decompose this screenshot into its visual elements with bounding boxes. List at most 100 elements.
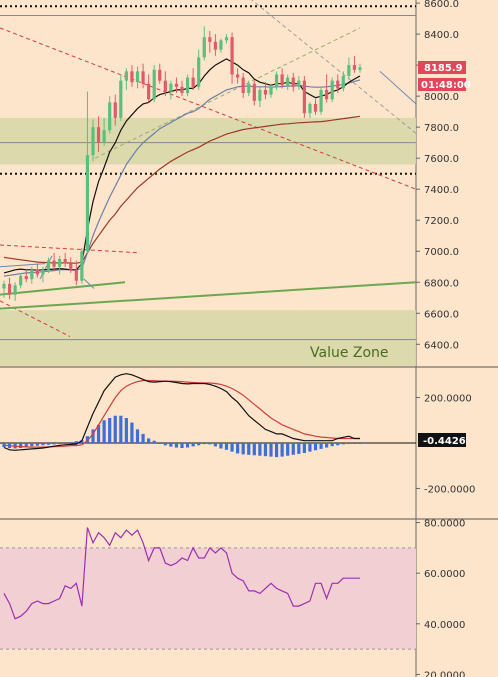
candle-body [58,258,62,267]
ema-slow-line [3,115,361,264]
rsi-tick-label: 20.0000 [424,670,465,677]
macd-histogram-bar [135,429,140,443]
price-axis: 8600.08400.08200.08000.07800.07600.07400… [416,0,459,351]
candle-body [286,77,290,86]
macd-histogram-bar [58,443,62,444]
price-tick-label: 6800.0 [424,278,459,289]
macd-histogram-bar [185,443,190,448]
price-tick-label: 7200.0 [424,216,459,227]
macd-panel: 200.0000 -200.0000 [0,373,475,495]
macd-histogram-bar [319,443,323,449]
macd-histogram-bar [313,443,318,451]
candle-body [219,40,223,50]
macd-line [3,373,360,451]
candle-body [124,71,128,81]
macd-histogram-bar [69,442,73,444]
price-tick-label: 6400.0 [424,340,459,351]
candle-body [41,269,45,275]
candle-body [113,102,117,118]
candle-body [30,269,34,280]
macd-histogram-bar [130,422,134,443]
macd-histogram-bar [152,440,156,443]
candle-body [230,37,234,75]
candle-body [180,86,184,94]
price-tick-label: 8600.0 [424,0,459,10]
macd-histogram-bar [325,443,329,448]
candle-body [341,75,345,89]
arrow-line [39,255,53,280]
macd-histogram-bar [119,415,123,443]
candle-body [197,57,201,87]
macd-histogram-bar [341,443,345,445]
countdown-badge: 01:48:00 [418,78,471,91]
candle-body [24,276,28,280]
candle-body [108,102,112,131]
macd-value-badge: -0.4426 [418,433,466,447]
macd-histogram-bar [236,443,240,454]
candle-body [202,37,206,58]
value-zone [0,117,416,165]
candle-body [263,89,268,95]
macd-histogram-bar [208,443,212,445]
macd-histogram-bar [297,443,301,454]
macd-histogram-bar [102,420,106,443]
candle-body [141,71,145,84]
macd-histogram-bar [30,443,34,447]
macd-histogram-bar [302,443,306,453]
candle-body [252,83,256,101]
candle-body [347,65,351,76]
trend-line-red [0,300,71,337]
macd-histogram-bar [80,440,84,443]
candle-body [358,67,362,70]
macd-histogram-bar [180,443,184,448]
candle-body [19,276,23,286]
candle-body [130,71,134,83]
trend-line-red [0,27,417,190]
candle-body [269,86,273,95]
trend-line-blue [379,70,417,105]
macd-histogram-bar [169,443,173,447]
candle-body [352,65,357,70]
macd-histogram-bar [19,443,23,448]
value-zone-label: Value Zone [310,345,389,361]
candle-body [7,283,12,295]
candle-body [85,155,90,252]
price-panel-bg [0,0,498,367]
arrow-line [83,278,95,289]
macd-histogram-bar [85,436,90,443]
macd-histogram-bar [113,415,117,443]
candle-body [163,80,167,92]
candle-body [241,77,245,94]
rsi-tick-label: 40.0000 [424,620,465,631]
candle-body [2,283,6,289]
price-tick-label: 8400.0 [424,30,459,41]
candle-body [236,74,240,78]
candle-body [247,83,251,94]
macd-histogram-bar [197,443,201,446]
candle-body [319,89,323,112]
macd-histogram-bar [274,443,279,458]
macd-histogram-bar [63,443,67,444]
candle-body [280,74,284,86]
macd-histogram-bar [35,443,39,446]
macd-histogram-bar [358,443,362,444]
rsi-line [3,527,360,620]
trend-line-red [0,244,141,254]
macd-histogram-bar [352,443,357,444]
candle-body [119,80,123,118]
macd-histogram-bar [158,443,162,444]
macd-histogram-bar [247,443,251,455]
macd-histogram-bar [330,443,334,447]
candle-body [135,71,140,83]
macd-histogram-bar [46,443,51,445]
macd-histogram-bar [213,443,217,447]
candle-body [147,83,151,100]
macd-histogram-bar [308,443,312,452]
candle-body [69,263,73,270]
countdown-label: 01:48:00 [421,80,471,91]
macd-histogram-bar [269,443,273,457]
candle-body [35,269,39,275]
macd-histogram-bar [24,443,28,448]
